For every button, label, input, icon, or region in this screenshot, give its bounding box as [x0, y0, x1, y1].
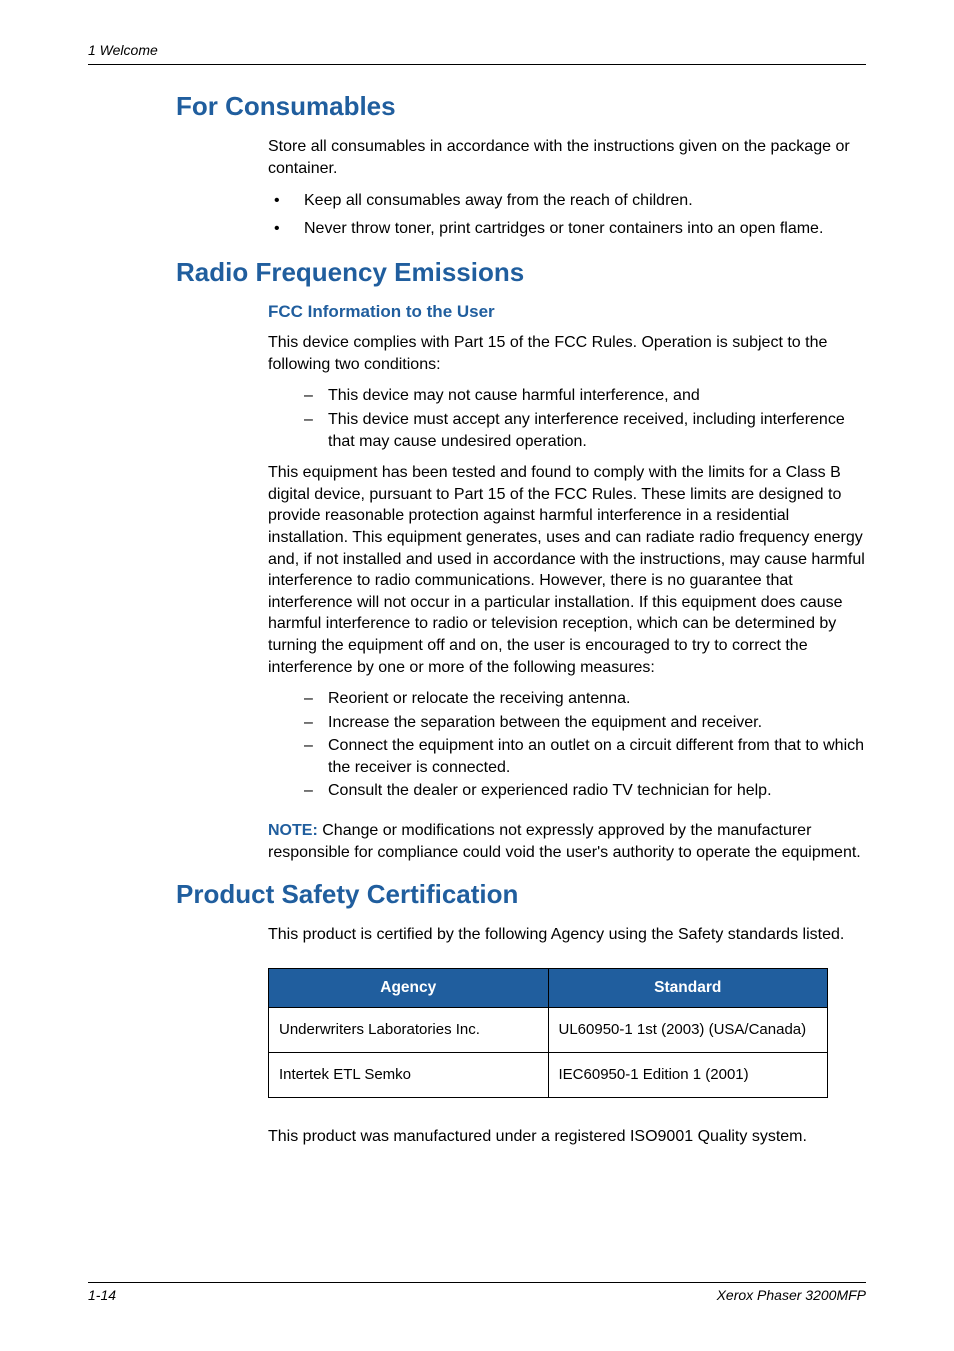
dash-icon: –: [304, 780, 328, 802]
section-title-cert: Product Safety Certification: [176, 879, 866, 910]
dash-icon: –: [304, 385, 328, 407]
dash-icon: –: [304, 735, 328, 778]
dash-text: Reorient or relocate the receiving anten…: [328, 688, 866, 710]
bullet-text: Never throw toner, print cartridges or t…: [304, 217, 866, 241]
section-title-radio: Radio Frequency Emissions: [176, 257, 866, 288]
radio-subtitle: FCC Information to the User: [268, 302, 866, 322]
cert-intro: This product is certified by the followi…: [268, 924, 866, 946]
footer-page-number: 1-14: [88, 1287, 116, 1303]
page-header: 1 Welcome: [88, 42, 866, 65]
note-text: Change or modifications not expressly ap…: [268, 822, 861, 861]
list-item: – Reorient or relocate the receiving ant…: [304, 688, 866, 710]
table-cell: UL60950-1 1st (2003) (USA/Canada): [548, 1007, 828, 1052]
dash-text: Consult the dealer or experienced radio …: [328, 780, 866, 802]
bullet-icon: •: [268, 217, 304, 241]
radio-measures: – Reorient or relocate the receiving ant…: [304, 688, 866, 802]
cert-outro: This product was manufactured under a re…: [268, 1126, 866, 1148]
list-item: – This device may not cause harmful inte…: [304, 385, 866, 407]
table-cell: Intertek ETL Semko: [269, 1053, 549, 1098]
list-item: – Increase the separation between the eq…: [304, 712, 866, 734]
radio-body: This equipment has been tested and found…: [268, 462, 866, 678]
consumables-intro: Store all consumables in accordance with…: [268, 136, 866, 179]
consumables-bullets: • Keep all consumables away from the rea…: [268, 189, 866, 241]
table-header-standard: Standard: [548, 968, 828, 1007]
table-cell: IEC60950-1 Edition 1 (2001): [548, 1053, 828, 1098]
bullet-text: Keep all consumables away from the reach…: [304, 189, 866, 213]
header-chapter: 1 Welcome: [88, 42, 158, 58]
radio-conditions: – This device may not cause harmful inte…: [304, 385, 866, 452]
table-header-agency: Agency: [269, 968, 549, 1007]
bullet-icon: •: [268, 189, 304, 213]
dash-icon: –: [304, 688, 328, 710]
dash-icon: –: [304, 409, 328, 452]
section-title-consumables: For Consumables: [176, 91, 866, 122]
content-area: For Consumables Store all consumables in…: [176, 91, 866, 1148]
note-label: NOTE:: [268, 822, 318, 839]
list-item: • Keep all consumables away from the rea…: [268, 189, 866, 213]
dash-text: This device may not cause harmful interf…: [328, 385, 866, 407]
page-footer: 1-14 Xerox Phaser 3200MFP: [88, 1282, 866, 1303]
list-item: – This device must accept any interferen…: [304, 409, 866, 452]
dash-text: This device must accept any interference…: [328, 409, 866, 452]
table-row: Underwriters Laboratories Inc. UL60950-1…: [269, 1007, 828, 1052]
radio-intro: This device complies with Part 15 of the…: [268, 332, 866, 375]
dash-icon: –: [304, 712, 328, 734]
footer-product: Xerox Phaser 3200MFP: [717, 1287, 866, 1303]
radio-note: NOTE: Change or modifications not expres…: [268, 820, 866, 863]
cert-table-wrapper: Agency Standard Underwriters Laboratorie…: [268, 968, 866, 1099]
list-item: • Never throw toner, print cartridges or…: [268, 217, 866, 241]
dash-text: Connect the equipment into an outlet on …: [328, 735, 866, 778]
list-item: – Consult the dealer or experienced radi…: [304, 780, 866, 802]
table-cell: Underwriters Laboratories Inc.: [269, 1007, 549, 1052]
table-row: Intertek ETL Semko IEC60950-1 Edition 1 …: [269, 1053, 828, 1098]
cert-table: Agency Standard Underwriters Laboratorie…: [268, 968, 828, 1099]
dash-text: Increase the separation between the equi…: [328, 712, 866, 734]
list-item: – Connect the equipment into an outlet o…: [304, 735, 866, 778]
